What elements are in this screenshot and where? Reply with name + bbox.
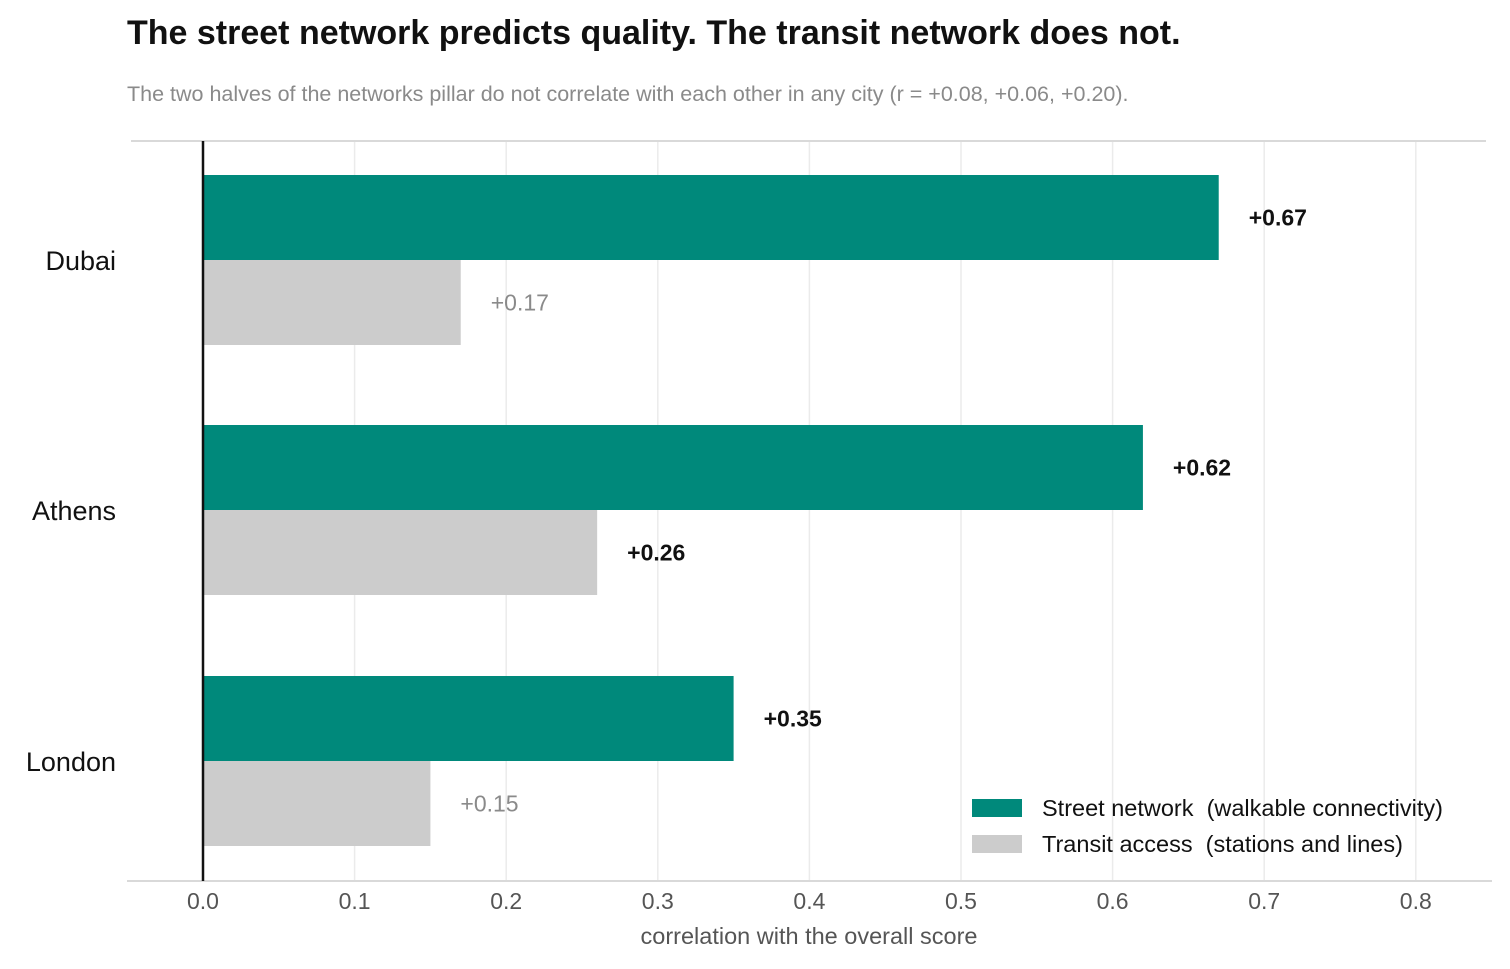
chart-title: The street network predicts quality. The… <box>127 14 1181 52</box>
x-tick-label: 0.4 <box>793 888 825 914</box>
street-value-label-athens: +0.62 <box>1173 455 1231 481</box>
value-labels: +0.67 +0.17 +0.62 +0.26 +0.35 +0.15 <box>460 205 1307 817</box>
legend-label-transit: Transit access (stations and lines) <box>1042 831 1403 857</box>
x-tick-label: 0.3 <box>642 888 674 914</box>
gridlines <box>353 141 1417 881</box>
chart-subtitle: The two halves of the networks pillar do… <box>127 82 1129 106</box>
category-label-dubai: Dubai <box>45 246 116 276</box>
category-label-london: London <box>26 747 116 777</box>
x-tick-label: 0.0 <box>187 888 219 914</box>
transit-value-label-athens: +0.26 <box>627 540 685 566</box>
street-bar-dubai <box>203 175 1219 260</box>
x-tick-label: 0.1 <box>339 888 371 914</box>
street-value-label-london: +0.35 <box>764 706 822 732</box>
legend: Street network (walkable connectivity) Tr… <box>972 795 1443 857</box>
transit-bar-london <box>203 761 431 846</box>
legend-swatch-street <box>972 799 1022 817</box>
street-bar-athens <box>203 425 1143 510</box>
street-bar-london <box>203 676 734 761</box>
bars <box>201 141 1219 881</box>
legend-label-street: Street network (walkable connectivity) <box>1042 795 1443 821</box>
transit-value-label-london: +0.15 <box>460 791 518 817</box>
x-tick-label: 0.5 <box>945 888 977 914</box>
x-tick-label: 0.8 <box>1400 888 1432 914</box>
x-tick-label: 0.2 <box>490 888 522 914</box>
x-axis-ticks: 0.0 0.1 0.2 0.3 0.4 0.5 0.6 0.7 0.8 <box>187 888 1432 914</box>
x-axis-title: correlation with the overall score <box>641 923 978 949</box>
transit-value-label-dubai: +0.17 <box>491 290 549 316</box>
legend-swatch-transit <box>972 835 1022 853</box>
x-tick-label: 0.6 <box>1097 888 1129 914</box>
street-value-label-dubai: +0.67 <box>1249 205 1307 231</box>
category-labels: Dubai Athens London <box>26 246 116 777</box>
category-label-athens: Athens <box>32 496 116 526</box>
x-tick-label: 0.7 <box>1248 888 1280 914</box>
plot-frame <box>127 140 1492 882</box>
transit-bar-dubai <box>203 260 461 345</box>
transit-bar-athens <box>203 510 598 595</box>
